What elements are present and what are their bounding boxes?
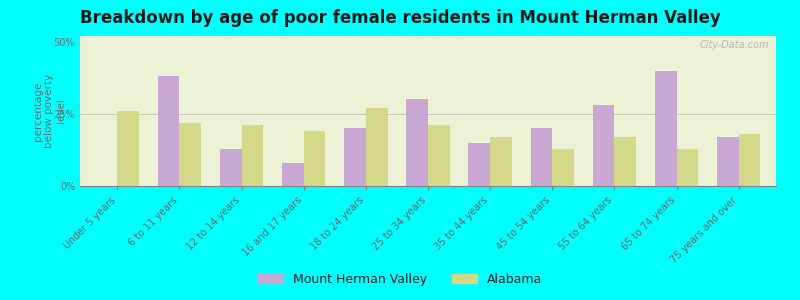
Text: City-Data.com: City-Data.com [699,40,769,50]
Bar [179,122,201,186]
Bar [717,137,738,186]
Bar [406,100,428,186]
Bar [220,148,242,186]
Bar [366,108,388,186]
Bar [118,111,139,186]
Bar [655,70,677,186]
Bar [490,137,512,186]
Bar [677,148,698,186]
Text: Breakdown by age of poor female residents in Mount Herman Valley: Breakdown by age of poor female resident… [80,9,720,27]
Bar [530,128,552,186]
Bar [468,143,490,186]
Bar [304,131,326,186]
Bar [344,128,366,186]
Bar [738,134,761,186]
Bar [282,163,304,186]
Bar [552,148,574,186]
Legend: Mount Herman Valley, Alabama: Mount Herman Valley, Alabama [253,268,547,291]
Bar [158,76,179,186]
Bar [614,137,636,186]
Bar [428,125,450,186]
Y-axis label: percentage
below poverty
level: percentage below poverty level [33,74,66,148]
Bar [242,125,263,186]
Bar [593,105,614,186]
